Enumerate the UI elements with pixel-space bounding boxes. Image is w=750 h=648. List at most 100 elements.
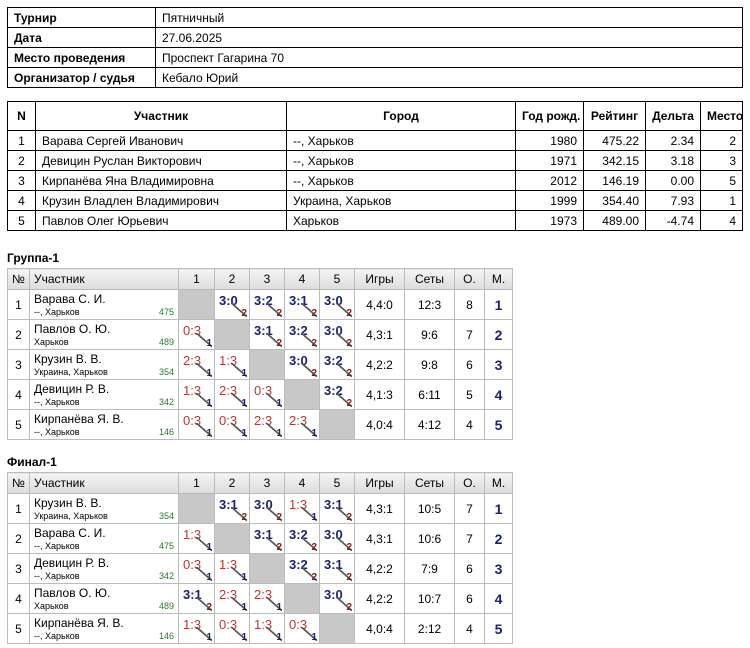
games: 4,3:1 bbox=[354, 523, 405, 554]
cell: 5 bbox=[700, 170, 743, 191]
place: 1 bbox=[484, 493, 513, 524]
column-header: 4 bbox=[284, 268, 320, 290]
participant-row: 4 Крузин Владлен Владимирович Украина, Хар… bbox=[7, 190, 743, 211]
points: 4 bbox=[454, 409, 485, 440]
match-points: 1 bbox=[241, 602, 247, 613]
column-header: 2 bbox=[214, 472, 250, 494]
cell: --, Харьков bbox=[286, 170, 516, 191]
match-points: 2 bbox=[346, 398, 352, 409]
column-header: 1 bbox=[178, 472, 215, 494]
info-value: Пятничный bbox=[155, 7, 743, 28]
cell: --, Харьков bbox=[286, 150, 516, 171]
slash bbox=[231, 567, 247, 581]
match-result: 3:2 2 bbox=[319, 349, 355, 380]
match-result: 0:3 1 bbox=[284, 613, 320, 644]
sets: 6:11 bbox=[404, 379, 455, 410]
player-rating: 475 bbox=[158, 541, 174, 551]
group-title: Группа-1 bbox=[7, 251, 60, 265]
slash bbox=[196, 363, 212, 377]
cell: 4 bbox=[7, 190, 36, 211]
place: 3 bbox=[484, 349, 513, 380]
match-result: 2:3 1 bbox=[214, 379, 250, 410]
player-cell: Крузин В. В. Украина, Харьков 354 bbox=[29, 349, 179, 380]
place: 2 bbox=[484, 319, 513, 350]
player-cell: Девицин Р. В. --, Харьков 342 bbox=[29, 553, 179, 584]
player-name: Девицин Р. В. bbox=[34, 382, 110, 396]
cell: 489.00 bbox=[583, 210, 646, 231]
match-result: 3:1 2 bbox=[319, 553, 355, 584]
column-header: 4 bbox=[284, 472, 320, 494]
match-points: 2 bbox=[276, 542, 282, 553]
player-rating: 489 bbox=[158, 337, 174, 347]
match-result: 3:1 2 bbox=[249, 319, 285, 350]
cell: 1980 bbox=[515, 130, 584, 151]
match-result: 0:3 1 bbox=[178, 409, 215, 440]
row-number: 4 bbox=[7, 379, 30, 410]
place: 5 bbox=[484, 409, 513, 440]
place: 1 bbox=[484, 289, 513, 320]
match-result: 0:3 1 bbox=[214, 613, 250, 644]
match-result: 3:1 2 bbox=[249, 523, 285, 554]
match-points: 2 bbox=[346, 338, 352, 349]
row-number: 1 bbox=[7, 289, 30, 320]
slash bbox=[266, 537, 282, 551]
slash bbox=[231, 303, 247, 317]
group-row: 5 Кирпанёва Я. В. --, Харьков 146 0:3 1 0:3 1 2:… bbox=[7, 409, 513, 440]
column-header: 3 bbox=[249, 268, 285, 290]
player-rating: 354 bbox=[158, 511, 174, 521]
games: 4,0:4 bbox=[354, 409, 405, 440]
column-header: Сеты bbox=[404, 268, 455, 290]
player-name: Варава С. И. bbox=[34, 526, 106, 540]
group-table: № Участник 1 2 3 4 5 Игры Сеты О. М. 1 Крузин В. В. У… bbox=[7, 472, 513, 644]
match-result: 3:0 2 bbox=[214, 289, 250, 320]
column-header: О. bbox=[454, 472, 485, 494]
slash bbox=[196, 597, 212, 611]
match-points: 2 bbox=[346, 542, 352, 553]
cell: Варава Сергей Иванович bbox=[35, 130, 287, 151]
group-row: 2 Павлов О. Ю. Харьков 489 0:3 1 3:1 2 3:2 2 3:0 2 4… bbox=[7, 319, 513, 350]
player-rating: 342 bbox=[158, 571, 174, 581]
group-row: 3 Девицин Р. В. --, Харьков 342 0:3 1 1:3 1 3:2 2… bbox=[7, 553, 513, 584]
cell: 2 bbox=[700, 130, 743, 151]
cell: 1973 bbox=[515, 210, 584, 231]
match-points: 1 bbox=[311, 428, 317, 439]
sets: 4:12 bbox=[404, 409, 455, 440]
player-city: Украина, Харьков bbox=[34, 511, 108, 521]
info-table: Турнир Пятничный Дата 27.06.2025 Место прове… bbox=[7, 7, 743, 88]
player-rating: 489 bbox=[158, 601, 174, 611]
column-header: Участник bbox=[35, 101, 287, 131]
row-number: 2 bbox=[7, 319, 30, 350]
place: 4 bbox=[484, 379, 513, 410]
column-header: 3 bbox=[249, 472, 285, 494]
match-result: 3:1 2 bbox=[284, 289, 320, 320]
group-row: 1 Крузин В. В. Украина, Харьков 354 3:1 2 3:0 2… bbox=[7, 493, 513, 524]
match-result: 3:0 2 bbox=[284, 349, 320, 380]
match-points: 1 bbox=[241, 572, 247, 583]
match-result: 1:3 1 bbox=[214, 349, 250, 380]
slash bbox=[301, 537, 317, 551]
points: 6 bbox=[454, 553, 485, 584]
slash bbox=[231, 363, 247, 377]
cell: Харьков bbox=[286, 210, 516, 231]
column-header: Год рожд. bbox=[515, 101, 584, 131]
match-result: 2:3 1 bbox=[284, 409, 320, 440]
match-points: 1 bbox=[206, 632, 212, 643]
group-title: Финал-1 bbox=[7, 455, 57, 469]
self-cell bbox=[319, 613, 355, 644]
player-name: Кирпанёва Я. В. bbox=[34, 412, 124, 426]
match-points: 1 bbox=[276, 632, 282, 643]
column-header: Рейтинг bbox=[583, 101, 646, 131]
participant-row: 5 Павлов Олег Юрьевич Харьков 1973 489.00 -4.… bbox=[7, 210, 743, 231]
sets: 7:9 bbox=[404, 553, 455, 584]
match-points: 1 bbox=[241, 368, 247, 379]
slash bbox=[231, 507, 247, 521]
player-city: --, Харьков bbox=[34, 541, 80, 551]
self-cell bbox=[319, 409, 355, 440]
cell: 342.15 bbox=[583, 150, 646, 171]
match-result: 3:2 2 bbox=[284, 523, 320, 554]
points: 6 bbox=[454, 583, 485, 614]
cell: 2012 bbox=[515, 170, 584, 191]
info-label: Дата bbox=[7, 27, 156, 48]
match-result: 2:3 1 bbox=[249, 409, 285, 440]
